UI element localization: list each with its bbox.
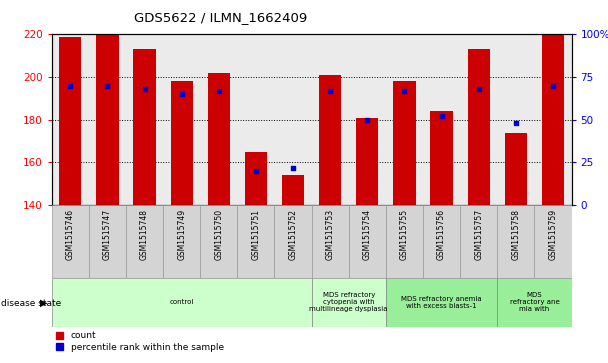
Text: GSM1515748: GSM1515748 bbox=[140, 209, 149, 260]
FancyBboxPatch shape bbox=[237, 205, 274, 278]
FancyBboxPatch shape bbox=[200, 205, 237, 278]
Text: ▶: ▶ bbox=[40, 298, 47, 308]
FancyBboxPatch shape bbox=[386, 278, 497, 327]
Text: GSM1515751: GSM1515751 bbox=[251, 209, 260, 260]
Bar bbox=[356, 118, 378, 205]
Bar bbox=[59, 37, 81, 205]
Text: MDS refractory
cytopenia with
multilineage dysplasia: MDS refractory cytopenia with multilinea… bbox=[309, 292, 388, 312]
Text: GSM1515746: GSM1515746 bbox=[66, 209, 75, 260]
FancyBboxPatch shape bbox=[423, 205, 460, 278]
Text: GSM1515747: GSM1515747 bbox=[103, 209, 112, 260]
Text: GSM1515759: GSM1515759 bbox=[548, 209, 558, 260]
Text: GSM1515757: GSM1515757 bbox=[474, 209, 483, 260]
Text: disease state: disease state bbox=[1, 299, 61, 307]
Text: MDS
refractory ane
mia with: MDS refractory ane mia with bbox=[510, 292, 559, 312]
Point bbox=[66, 83, 75, 89]
FancyBboxPatch shape bbox=[349, 205, 386, 278]
Point bbox=[251, 168, 261, 174]
FancyBboxPatch shape bbox=[126, 205, 163, 278]
Bar bbox=[170, 81, 193, 205]
FancyBboxPatch shape bbox=[497, 278, 572, 327]
Bar bbox=[468, 49, 490, 205]
Point bbox=[362, 117, 372, 123]
Text: GSM1515754: GSM1515754 bbox=[363, 209, 372, 260]
Text: GSM1515749: GSM1515749 bbox=[177, 209, 186, 260]
Point bbox=[103, 83, 112, 89]
Bar bbox=[319, 75, 341, 205]
Text: GDS5622 / ILMN_1662409: GDS5622 / ILMN_1662409 bbox=[134, 11, 307, 24]
FancyBboxPatch shape bbox=[274, 205, 311, 278]
FancyBboxPatch shape bbox=[52, 278, 311, 327]
Bar bbox=[96, 34, 119, 205]
Point bbox=[511, 120, 520, 126]
Point bbox=[288, 165, 298, 171]
Text: GSM1515753: GSM1515753 bbox=[326, 209, 334, 260]
FancyBboxPatch shape bbox=[89, 205, 126, 278]
Point bbox=[325, 88, 335, 94]
Text: GSM1515755: GSM1515755 bbox=[400, 209, 409, 260]
Point bbox=[437, 114, 446, 119]
Point bbox=[399, 88, 409, 94]
Bar bbox=[430, 111, 453, 205]
FancyBboxPatch shape bbox=[460, 205, 497, 278]
FancyBboxPatch shape bbox=[386, 205, 423, 278]
Bar bbox=[505, 132, 527, 205]
FancyBboxPatch shape bbox=[497, 205, 534, 278]
Legend: count, percentile rank within the sample: count, percentile rank within the sample bbox=[56, 331, 224, 352]
Text: GSM1515756: GSM1515756 bbox=[437, 209, 446, 260]
FancyBboxPatch shape bbox=[52, 205, 89, 278]
FancyBboxPatch shape bbox=[311, 278, 386, 327]
FancyBboxPatch shape bbox=[534, 205, 572, 278]
Text: MDS refractory anemia
with excess blasts-1: MDS refractory anemia with excess blasts… bbox=[401, 296, 482, 309]
Point bbox=[474, 86, 483, 92]
Text: GSM1515750: GSM1515750 bbox=[214, 209, 223, 260]
Bar bbox=[245, 152, 267, 205]
Text: control: control bbox=[170, 299, 194, 305]
Bar bbox=[542, 34, 564, 205]
FancyBboxPatch shape bbox=[163, 205, 200, 278]
Point bbox=[177, 91, 187, 97]
Point bbox=[214, 88, 224, 94]
Bar bbox=[282, 175, 304, 205]
Bar bbox=[393, 81, 415, 205]
Bar bbox=[133, 49, 156, 205]
Text: GSM1515752: GSM1515752 bbox=[289, 209, 297, 260]
Point bbox=[140, 86, 150, 92]
Bar bbox=[207, 73, 230, 205]
Point bbox=[548, 83, 558, 89]
Text: GSM1515758: GSM1515758 bbox=[511, 209, 520, 260]
FancyBboxPatch shape bbox=[311, 205, 349, 278]
